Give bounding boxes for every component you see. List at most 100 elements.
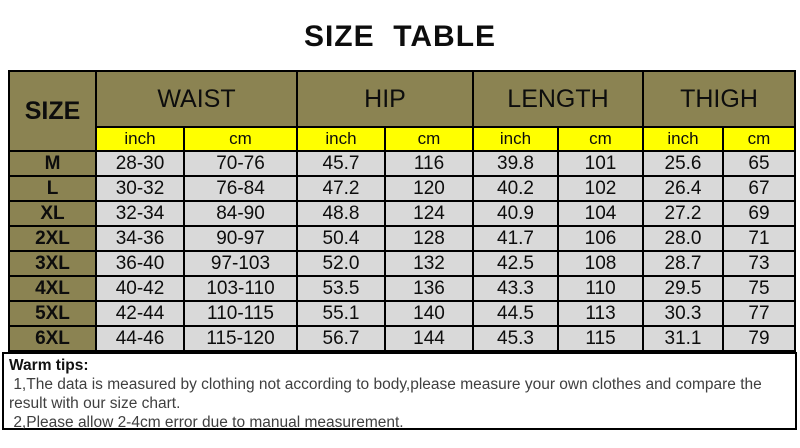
measurement-cell: 106 bbox=[557, 225, 644, 252]
measurement-cell: 136 bbox=[384, 275, 474, 302]
measurement-cell: 128 bbox=[384, 225, 474, 252]
group-header-row: SIZE WAIST HIP LENGTH THIGH bbox=[8, 70, 796, 152]
size-label: M bbox=[8, 150, 97, 177]
measurement-cell: 44-46 bbox=[95, 325, 185, 352]
measurement-cell: 71 bbox=[722, 225, 796, 252]
measurement-cell: 108 bbox=[557, 250, 644, 277]
warm-tips-box: Warm tips: 1,The data is measured by clo… bbox=[2, 352, 797, 431]
measurement-cell: 76-84 bbox=[183, 175, 298, 202]
table-row: 5XL 42-44 110-115 55.1 140 44.5 113 30.3 77 bbox=[8, 300, 796, 327]
measurement-cell: 26.4 bbox=[642, 175, 724, 202]
measurement-cell: 97-103 bbox=[183, 250, 298, 277]
size-label: 2XL bbox=[8, 225, 97, 252]
measurement-cell: 39.8 bbox=[472, 150, 559, 177]
measurement-cell: 32-34 bbox=[95, 200, 185, 227]
measurement-cell: 29.5 bbox=[642, 275, 724, 302]
measurement-cell: 40.9 bbox=[472, 200, 559, 227]
unit-header: inch bbox=[472, 126, 559, 152]
measurement-cell: 45.3 bbox=[472, 325, 559, 352]
size-table-body: M 28-30 70-76 45.7 116 39.8 101 25.6 65 L 30-32 76-… bbox=[8, 150, 796, 352]
measurement-cell: 30.3 bbox=[642, 300, 724, 327]
size-label: L bbox=[8, 175, 97, 202]
measurement-cell: 65 bbox=[722, 150, 796, 177]
measurement-cell: 113 bbox=[557, 300, 644, 327]
measurement-cell: 48.8 bbox=[296, 200, 386, 227]
unit-header: cm bbox=[557, 126, 644, 152]
measurement-cell: 40.2 bbox=[472, 175, 559, 202]
size-label: XL bbox=[8, 200, 97, 227]
measurement-cell: 104 bbox=[557, 200, 644, 227]
column-group-hip: HIP bbox=[296, 70, 474, 128]
page-title: SIZE TABLE bbox=[303, 20, 497, 53]
table-row: 3XL 36-40 97-103 52.0 132 42.5 108 28.7 73 bbox=[8, 250, 796, 277]
measurement-cell: 110 bbox=[557, 275, 644, 302]
measurement-cell: 132 bbox=[384, 250, 474, 277]
size-column-header: SIZE bbox=[8, 70, 97, 152]
measurement-cell: 42-44 bbox=[95, 300, 185, 327]
measurement-cell: 31.1 bbox=[642, 325, 724, 352]
measurement-cell: 120 bbox=[384, 175, 474, 202]
table-row: M 28-30 70-76 45.7 116 39.8 101 25.6 65 bbox=[8, 150, 796, 177]
measurement-cell: 30-32 bbox=[95, 175, 185, 202]
measurement-cell: 144 bbox=[384, 325, 474, 352]
size-label: 6XL bbox=[8, 325, 97, 352]
unit-row: inch cm inch cm inch cm inch cm bbox=[9, 126, 796, 152]
measurement-cell: 67 bbox=[722, 175, 796, 202]
measurement-cell: 28.0 bbox=[642, 225, 724, 252]
measurement-cell: 53.5 bbox=[296, 275, 386, 302]
unit-header: cm bbox=[183, 126, 298, 152]
unit-header: inch bbox=[296, 126, 386, 152]
measurement-cell: 69 bbox=[722, 200, 796, 227]
measurement-cell: 44.5 bbox=[472, 300, 559, 327]
measurement-cell: 47.2 bbox=[296, 175, 386, 202]
measurement-cell: 52.0 bbox=[296, 250, 386, 277]
measurement-cell: 101 bbox=[557, 150, 644, 177]
measurement-cell: 79 bbox=[722, 325, 796, 352]
measurement-cell: 27.2 bbox=[642, 200, 724, 227]
size-label: 3XL bbox=[8, 250, 97, 277]
measurement-cell: 42.5 bbox=[472, 250, 559, 277]
measurement-cell: 41.7 bbox=[472, 225, 559, 252]
warm-tips-heading: Warm tips: bbox=[9, 357, 89, 374]
size-label: 4XL bbox=[8, 275, 97, 302]
measurement-cell: 73 bbox=[722, 250, 796, 277]
table-row: L 30-32 76-84 47.2 120 40.2 102 26.4 67 bbox=[8, 175, 796, 202]
measurement-cell: 77 bbox=[722, 300, 796, 327]
measurement-cell: 140 bbox=[384, 300, 474, 327]
measurement-cell: 28-30 bbox=[95, 150, 185, 177]
measurement-cell: 34-36 bbox=[95, 225, 185, 252]
measurement-cell: 45.7 bbox=[296, 150, 386, 177]
measurement-cell: 40-42 bbox=[95, 275, 185, 302]
size-label: 5XL bbox=[8, 300, 97, 327]
unit-header: inch bbox=[95, 126, 185, 152]
measurement-cell: 55.1 bbox=[296, 300, 386, 327]
measurement-cell: 28.7 bbox=[642, 250, 724, 277]
measurement-cell: 90-97 bbox=[183, 225, 298, 252]
measurement-cell: 110-115 bbox=[183, 300, 298, 327]
unit-header: cm bbox=[384, 126, 474, 152]
measurement-cell: 102 bbox=[557, 175, 644, 202]
measurement-cell: 115 bbox=[557, 325, 644, 352]
warm-tip-2: 2,Please allow 2-4cm error due to manual… bbox=[9, 414, 404, 431]
warm-tip-1: 1,The data is measured by clothing not a… bbox=[9, 376, 767, 412]
measurement-cell: 36-40 bbox=[95, 250, 185, 277]
unit-header: cm bbox=[722, 126, 796, 152]
unit-header: inch bbox=[642, 126, 724, 152]
measurement-cell: 75 bbox=[722, 275, 796, 302]
measurement-cell: 25.6 bbox=[642, 150, 724, 177]
measurement-cell: 115-120 bbox=[183, 325, 298, 352]
table-row: 4XL 40-42 103-110 53.5 136 43.3 110 29.5 75 bbox=[8, 275, 796, 302]
measurement-cell: 50.4 bbox=[296, 225, 386, 252]
measurement-cell: 103-110 bbox=[183, 275, 298, 302]
column-group-waist: WAIST bbox=[95, 70, 298, 128]
measurement-cell: 43.3 bbox=[472, 275, 559, 302]
measurement-cell: 70-76 bbox=[183, 150, 298, 177]
column-group-thigh: THIGH bbox=[642, 70, 796, 128]
measurement-cell: 124 bbox=[384, 200, 474, 227]
column-group-length: LENGTH bbox=[472, 70, 644, 128]
table-row: XL 32-34 84-90 48.8 124 40.9 104 27.2 69 bbox=[8, 200, 796, 227]
measurement-cell: 116 bbox=[384, 150, 474, 177]
measurement-cell: 56.7 bbox=[296, 325, 386, 352]
table-row: 2XL 34-36 90-97 50.4 128 41.7 106 28.0 71 bbox=[8, 225, 796, 252]
